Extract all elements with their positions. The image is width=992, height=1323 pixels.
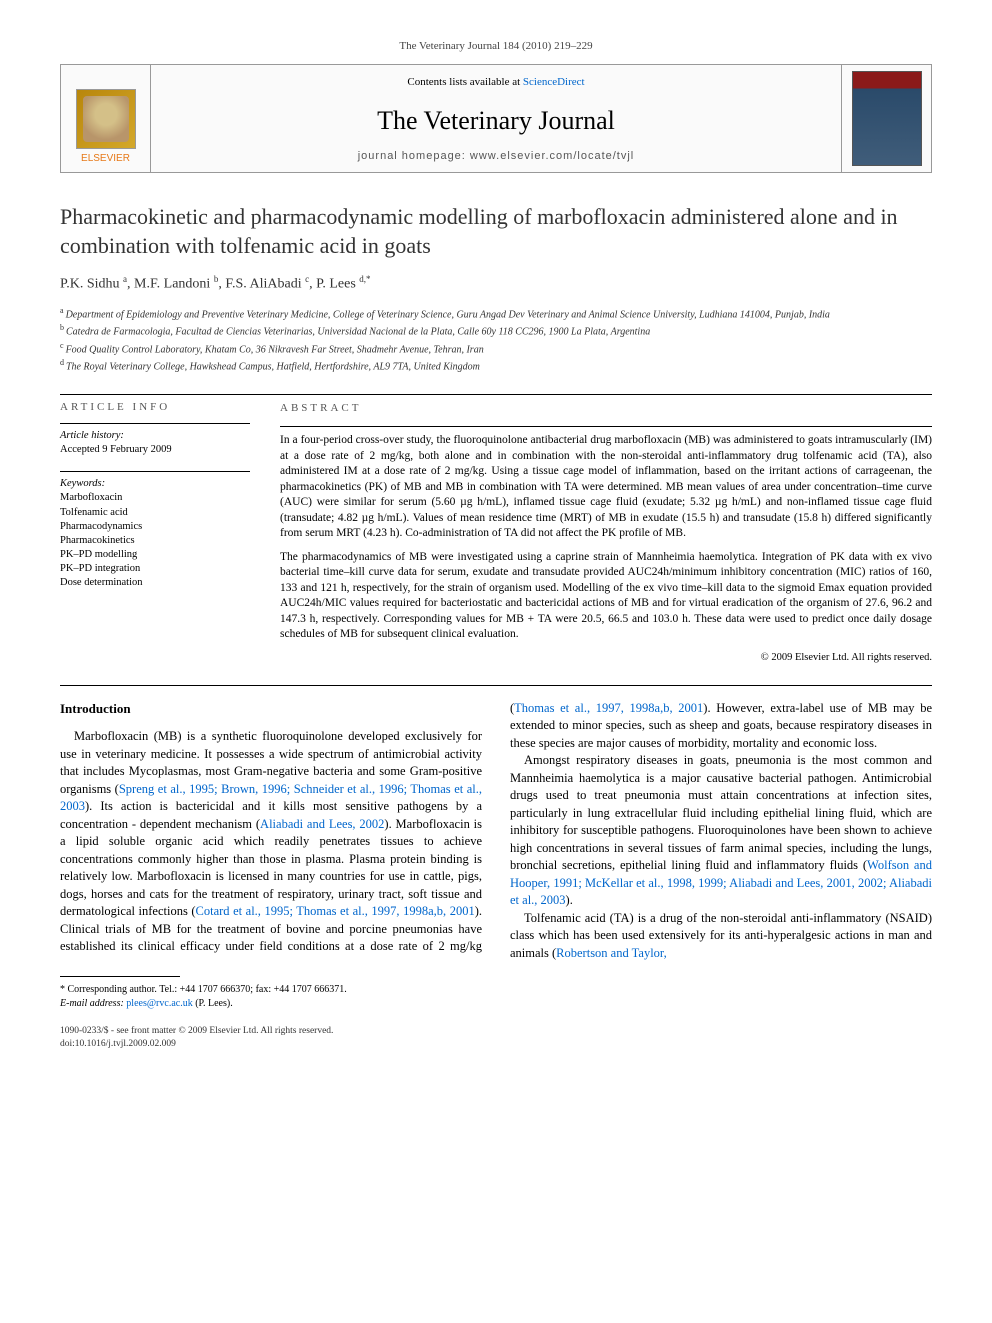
article-title: Pharmacokinetic and pharmacodynamic mode… (60, 203, 932, 260)
keyword-item: Dose determination (60, 576, 250, 590)
email-suffix: (P. Lees). (195, 998, 233, 1009)
email-label: E-mail address: (60, 998, 124, 1009)
keyword-item: Pharmacokinetics (60, 534, 250, 548)
corresponding-author-footnote: * Corresponding author. Tel.: +44 1707 6… (60, 983, 932, 1011)
article-history-line: Accepted 9 February 2009 (60, 443, 250, 457)
keyword-item: Tolfenamic acid (60, 506, 250, 520)
homepage-prefix: journal homepage: (358, 150, 470, 162)
body-text: ). (566, 893, 573, 907)
sciencedirect-link[interactable]: ScienceDirect (523, 76, 585, 88)
elsevier-tree-icon (76, 89, 136, 149)
body-text: Amongst respiratory diseases in goats, p… (510, 753, 932, 872)
affiliation-line: bCatedra de Farmacologia, Facultad de Ci… (60, 322, 932, 339)
body-para-2: Amongst respiratory diseases in goats, p… (510, 752, 932, 910)
journal-header-box: ELSEVIER Contents lists available at Sci… (60, 64, 932, 173)
journal-cover-image (852, 71, 922, 166)
page-footer: 1090-0233/$ - see front matter © 2009 El… (60, 1025, 932, 1050)
article-history-block: Article history: Accepted 9 February 200… (60, 430, 250, 457)
footer-copyright: 1090-0233/$ - see front matter © 2009 El… (60, 1025, 932, 1037)
affiliation-line: cFood Quality Control Laboratory, Khatam… (60, 340, 932, 357)
affiliation-line: dThe Royal Veterinary College, Hawkshead… (60, 357, 932, 374)
citation-link[interactable]: Robertson and Taylor, (556, 946, 667, 960)
citation-link[interactable]: Cotard et al., 1995; Thomas et al., 1997… (196, 904, 475, 918)
divider (60, 423, 250, 424)
keyword-item: PK–PD integration (60, 562, 250, 576)
running-head: The Veterinary Journal 184 (2010) 219–22… (60, 40, 932, 52)
body-para-3: Tolfenamic acid (TA) is a drug of the no… (510, 910, 932, 963)
author-email-link[interactable]: plees@rvc.ac.uk (126, 998, 192, 1009)
article-history-title: Article history: (60, 430, 250, 441)
publisher-logo: ELSEVIER (61, 65, 151, 172)
divider (60, 685, 932, 686)
authors-line: P.K. Sidhu a, M.F. Landoni b, F.S. AliAb… (60, 274, 932, 293)
divider (280, 426, 932, 427)
keywords-block: Keywords: MarbofloxacinTolfenamic acidPh… (60, 478, 250, 590)
journal-name: The Veterinary Journal (171, 106, 821, 136)
keyword-item: Marbofloxacin (60, 491, 250, 505)
contents-list-line: Contents lists available at ScienceDirec… (171, 76, 821, 88)
body-text: ). Marbofloxacin is a lipid soluble orga… (60, 817, 482, 919)
abstract-para-2: The pharmacodynamics of MB were investig… (280, 550, 932, 643)
journal-homepage-line: journal homepage: www.elsevier.com/locat… (171, 150, 821, 162)
article-info-head: ARTICLE INFO (60, 401, 250, 413)
introduction-heading: Introduction (60, 700, 482, 718)
abstract-para-1: In a four-period cross-over study, the f… (280, 433, 932, 542)
abstract-copyright: © 2009 Elsevier Ltd. All rights reserved… (280, 651, 932, 665)
contents-prefix: Contents lists available at (407, 76, 522, 88)
footnote-corr: * Corresponding author. Tel.: +44 1707 6… (60, 983, 932, 997)
homepage-url: www.elsevier.com/locate/tvjl (470, 150, 634, 162)
footer-doi: doi:10.1016/j.tvjl.2009.02.009 (60, 1038, 932, 1050)
affiliation-line: aDepartment of Epidemiology and Preventi… (60, 305, 932, 322)
citation-link[interactable]: Thomas et al., 1997, 1998a,b, 2001 (514, 701, 703, 715)
abstract-column: ABSTRACT In a four-period cross-over stu… (280, 401, 932, 665)
header-center: Contents lists available at ScienceDirec… (151, 65, 841, 172)
abstract-head: ABSTRACT (280, 401, 932, 416)
citation-link[interactable]: Aliabadi and Lees, 2002 (260, 817, 384, 831)
divider (60, 394, 932, 395)
publisher-name: ELSEVIER (81, 153, 130, 164)
keywords-title: Keywords: (60, 478, 250, 489)
affiliations-block: aDepartment of Epidemiology and Preventi… (60, 305, 932, 374)
body-two-column: Introduction Marbofloxacin (MB) is a syn… (60, 700, 932, 963)
article-info-column: ARTICLE INFO Article history: Accepted 9… (60, 401, 250, 665)
keyword-item: PK–PD modelling (60, 548, 250, 562)
footnote-separator (60, 976, 180, 977)
journal-cover-thumb (841, 65, 931, 172)
keyword-item: Pharmacodynamics (60, 520, 250, 534)
divider (60, 471, 250, 472)
